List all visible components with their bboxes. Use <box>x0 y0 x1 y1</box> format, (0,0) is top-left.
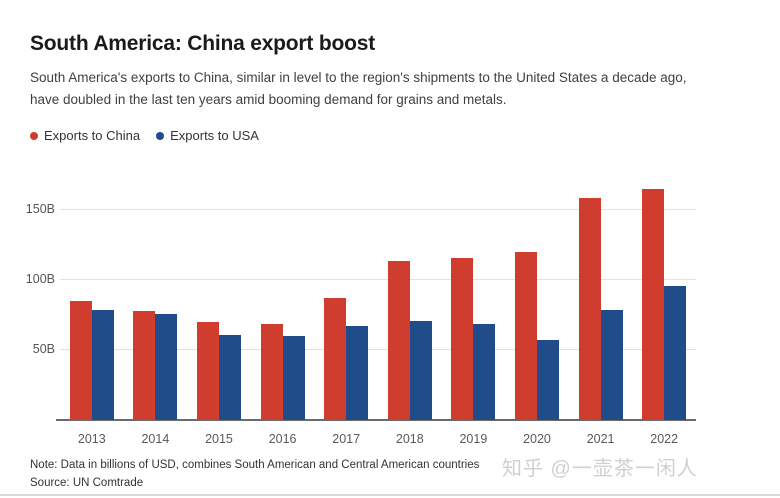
bar-group-2021: 2021 <box>569 160 633 446</box>
bar-group-2017: 2017 <box>314 160 378 446</box>
x-tick-label-2016: 2016 <box>268 432 297 446</box>
chart-legend: Exports to China Exports to USA <box>30 128 259 143</box>
bar-exports-to-china-2016 <box>260 323 283 420</box>
bar-exports-to-china-2017 <box>324 298 347 420</box>
legend-item-exports-to-usa: Exports to USA <box>156 128 259 143</box>
bar-exports-to-china-2019 <box>451 257 474 420</box>
x-tick-label-2015: 2015 <box>205 432 233 446</box>
bar-exports-to-usa-2016 <box>282 336 305 420</box>
x-tick-label-2022: 2022 <box>650 432 679 446</box>
gridline-150B <box>60 209 696 211</box>
bar-exports-to-china-2015 <box>196 322 219 420</box>
bar-exports-to-china-2020 <box>514 252 537 420</box>
y-tick-label-150B: 150B <box>25 202 55 217</box>
chart-note: Note: Data in billions of USD, combines … <box>30 459 480 471</box>
bar-exports-to-usa-2013 <box>91 309 114 420</box>
x-tick-label-2014: 2014 <box>141 432 170 446</box>
legend-dot-red-icon <box>30 131 38 140</box>
bar-group-2014: 2014 <box>124 160 188 446</box>
legend-item-exports-to-china: Exports to China <box>30 128 140 143</box>
zhihu-watermark: 知乎 @一壶茶一闲人 <box>502 458 698 480</box>
x-tick-label-2018: 2018 <box>395 432 424 446</box>
x-tick-label-2013: 2013 <box>77 432 106 446</box>
bar-exports-to-china-2022 <box>642 189 665 420</box>
y-tick-label-100B: 100B <box>25 272 55 287</box>
bar-exports-to-usa-2017 <box>346 326 369 420</box>
bottom-divider <box>0 494 780 496</box>
x-tick-label-2021: 2021 <box>586 432 615 446</box>
subtitle-line-2: have doubled in the last ten years amid … <box>30 92 507 107</box>
legend-label-china: Exports to China <box>44 128 141 143</box>
subtitle-line-1: South America's exports to China, simila… <box>30 70 687 85</box>
chart-source: Source: UN Comtrade <box>30 477 144 489</box>
chart-subtitle: South America's exports to China, simila… <box>30 67 730 111</box>
bar-exports-to-usa-2020 <box>536 340 559 420</box>
bar-group-2020: 2020 <box>505 160 569 446</box>
x-tick-label-2020: 2020 <box>523 432 551 446</box>
bar-group-2022: 2022 <box>632 160 696 446</box>
legend-dot-blue-icon <box>156 131 165 140</box>
bar-exports-to-china-2018 <box>387 260 410 420</box>
bar-exports-to-usa-2019 <box>473 323 496 420</box>
bar-exports-to-usa-2014 <box>155 313 178 420</box>
bar-exports-to-china-2021 <box>578 197 601 420</box>
page-title: South America: China export boost <box>30 32 375 55</box>
legend-label-usa: Exports to USA <box>170 128 259 143</box>
bar-exports-to-china-2013 <box>69 301 92 420</box>
gridline-50B <box>60 349 696 351</box>
bar-exports-to-usa-2015 <box>218 334 241 420</box>
bar-chart-plot-area: 50B 100B 150B 2013 2014 2015 2016 2017 2018 2019 2… <box>26 160 696 446</box>
x-axis-line <box>56 419 696 421</box>
bar-exports-to-china-2014 <box>133 310 156 420</box>
x-tick-label-2017: 2017 <box>332 432 361 446</box>
bar-group-2019: 2019 <box>442 160 506 446</box>
bar-exports-to-usa-2021 <box>600 309 623 420</box>
bar-group-2015: 2015 <box>187 160 251 446</box>
bar-group-2016: 2016 <box>251 160 315 446</box>
y-tick-label-50B: 50B <box>32 342 55 357</box>
bar-group-2013: 2013 <box>60 160 124 446</box>
gridline-100B <box>60 279 696 281</box>
x-tick-label-2019: 2019 <box>459 432 488 446</box>
bar-group-2018: 2018 <box>378 160 442 446</box>
bar-exports-to-usa-2018 <box>409 320 432 420</box>
bar-exports-to-usa-2022 <box>664 285 687 420</box>
